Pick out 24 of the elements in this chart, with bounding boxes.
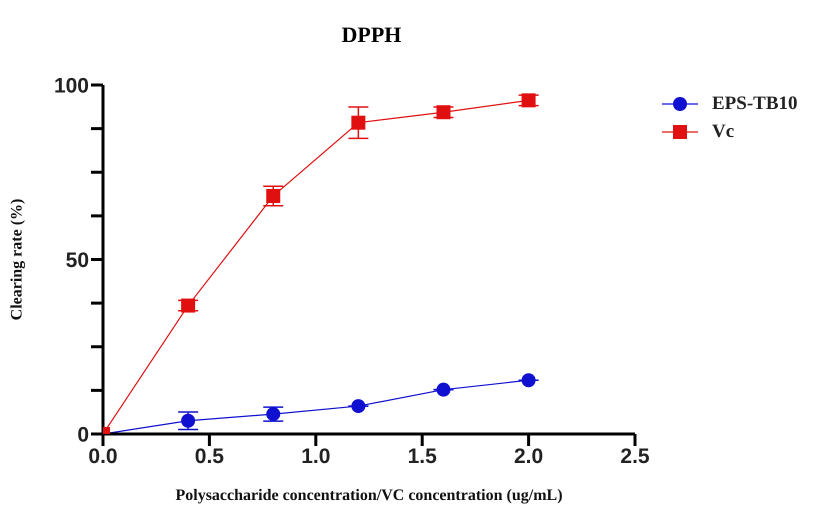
y-tick-label: 100 [54, 74, 89, 98]
point [181, 298, 196, 313]
point [522, 93, 536, 108]
x-tick-label: 2.0 [514, 444, 544, 468]
point [351, 399, 366, 414]
point [181, 414, 196, 428]
y-tick-label: 0 [77, 423, 89, 446]
chart-title: DPPH [340, 22, 402, 48]
legend-label: EPS-TB10 [712, 93, 798, 115]
point [436, 105, 450, 120]
point [436, 382, 450, 397]
y-tick-label: 50 [66, 248, 89, 272]
legend-label: Vc [712, 121, 734, 143]
x-axis-title: Polysaccharide concentration/VC concentration (ug/mL) [175, 487, 563, 504]
point [522, 373, 536, 388]
point [266, 407, 280, 422]
y-axis-title: Clearing rate (%) [8, 198, 26, 320]
point [351, 116, 366, 130]
x-tick-label: 1.5 [408, 444, 438, 468]
point [266, 188, 280, 203]
x-tick-label: 2.5 [620, 444, 650, 468]
x-tick-label: 0.5 [194, 444, 224, 468]
x-tick-label: 0.0 [88, 444, 118, 468]
x-tick-label: 1.0 [301, 444, 330, 468]
